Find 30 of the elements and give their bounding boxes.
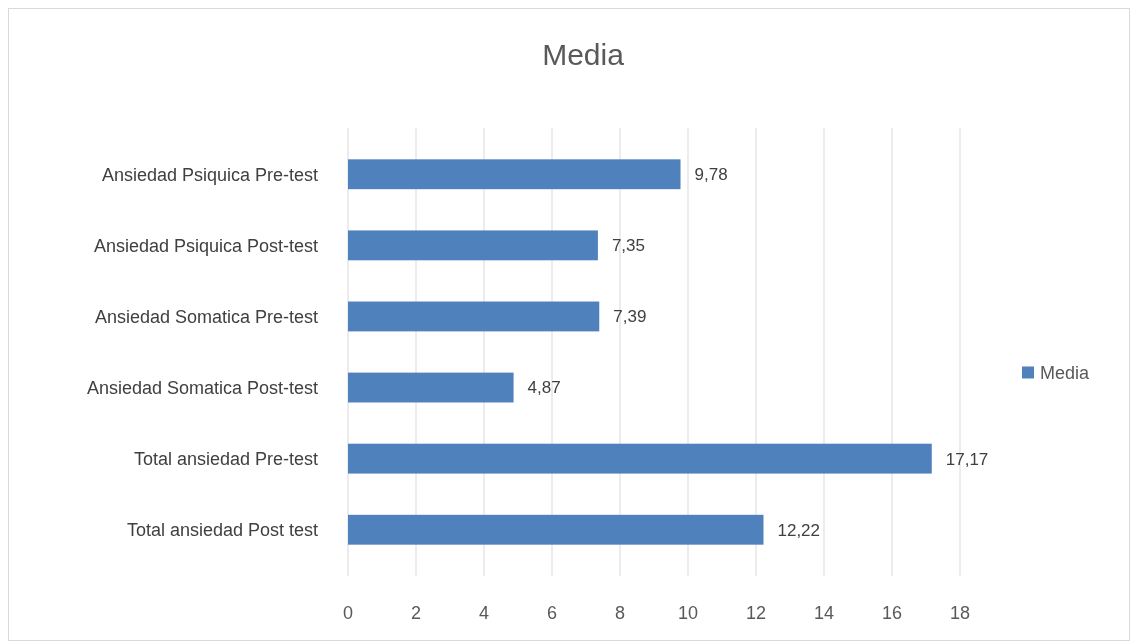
data-label: 4,87 <box>527 378 561 398</box>
chart-title: Media <box>542 38 625 71</box>
data-label: 7,35 <box>611 236 645 256</box>
y-tick-label: Total ansiedad Pre-test <box>133 448 318 469</box>
bar <box>348 230 598 261</box>
bar <box>348 514 764 545</box>
x-tick-label: 10 <box>677 603 699 623</box>
x-tick-label: 12 <box>745 603 767 623</box>
legend-label: Media <box>1040 362 1091 383</box>
data-label: 12,22 <box>777 520 821 540</box>
y-tick-label: Total ansiedad Post test <box>126 520 318 541</box>
y-tick-label: Ansiedad Somatica Post-test <box>86 377 318 398</box>
x-tick-label: 4 <box>478 603 490 623</box>
x-tick-label: 2 <box>410 603 422 623</box>
x-tick-label: 18 <box>949 603 971 623</box>
x-tick-label: 0 <box>342 603 354 623</box>
bar <box>348 372 514 403</box>
bar <box>348 159 681 190</box>
y-tick-label: Ansiedad Somatica Pre-test <box>94 306 318 327</box>
x-tick-label: 14 <box>813 603 835 623</box>
x-tick-label: 8 <box>614 603 626 623</box>
data-label: 9,78 <box>694 165 728 185</box>
bar <box>348 443 932 474</box>
y-tick-label: Ansiedad Psiquica Pre-test <box>101 164 318 185</box>
x-tick-label: 16 <box>881 603 903 623</box>
x-tick-label: 6 <box>546 603 558 623</box>
data-label: 7,39 <box>613 307 647 327</box>
data-label: 17,17 <box>945 449 989 469</box>
y-tick-label: Ansiedad Psiquica Post-test <box>93 235 318 256</box>
bar <box>348 301 600 332</box>
